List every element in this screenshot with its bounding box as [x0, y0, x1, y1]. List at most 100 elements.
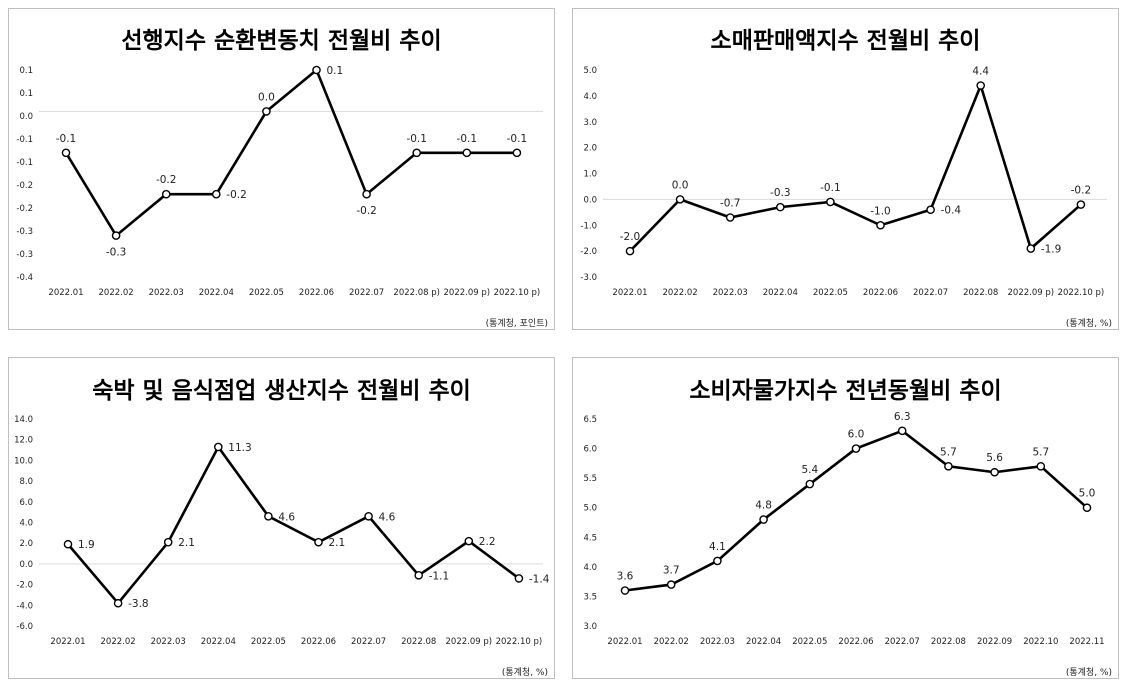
- x-tick-label: 2022.02: [99, 288, 134, 298]
- data-label: 5.7: [1032, 446, 1049, 458]
- data-label: -0.4: [941, 205, 962, 217]
- y-tick-label: -0.4: [16, 273, 33, 283]
- data-point: [314, 537, 323, 547]
- data-label: 3.6: [617, 571, 634, 583]
- y-tick-label: 6.0: [583, 445, 597, 455]
- x-tick-label: 2022.04: [199, 288, 234, 298]
- y-tick-label: 4.0: [19, 519, 33, 529]
- y-tick-label: 3.5: [583, 592, 597, 602]
- x-tick-label: 2022.09: [977, 637, 1012, 647]
- x-tick-label: 2022.11: [1069, 637, 1104, 647]
- data-label: -0.3: [106, 247, 127, 259]
- data-label: 1.9: [78, 539, 95, 551]
- data-label: -0.2: [226, 189, 247, 201]
- data-point: [414, 570, 424, 580]
- x-tick-label: 2022.10 p): [496, 637, 543, 647]
- y-tick-label: -2.0: [16, 581, 33, 591]
- data-point: [61, 148, 71, 158]
- x-tick-label: 2022.07: [351, 637, 386, 647]
- data-point: [620, 586, 630, 595]
- data-label: -3.8: [128, 598, 149, 610]
- data-label: 6.3: [894, 411, 911, 423]
- x-tick-label: 2022.09 p): [444, 288, 491, 298]
- x-tick-label: 2022.07: [885, 637, 920, 647]
- x-tick-label: 2022.03: [700, 637, 735, 647]
- data-label: 2.2: [479, 536, 496, 548]
- x-tick-label: 2022.04: [746, 637, 781, 647]
- x-tick-label: 2022.10 p): [1058, 288, 1105, 298]
- data-label: 5.6: [986, 452, 1003, 464]
- y-tick-label: 0.0: [19, 112, 33, 122]
- data-label: -0.3: [770, 187, 791, 199]
- data-label: 6.0: [848, 429, 865, 441]
- y-tick-label: -4.0: [16, 601, 33, 611]
- x-tick-label: 2022.01: [50, 637, 85, 647]
- y-tick-label: 1.0: [583, 170, 597, 180]
- x-tick-label: 2022.06: [863, 288, 898, 298]
- y-tick-label: 12.0: [14, 436, 33, 446]
- data-label: -0.1: [820, 182, 841, 194]
- y-tick-label: -0.2: [16, 181, 33, 191]
- x-tick-label: 2022.02: [654, 637, 689, 647]
- data-label: 4.6: [379, 511, 396, 523]
- data-point: [851, 444, 861, 453]
- data-point: [725, 213, 735, 222]
- x-tick-label: 2022.10: [1023, 637, 1058, 647]
- data-label: -1.0: [870, 205, 891, 217]
- data-point: [362, 189, 371, 199]
- data-point: [412, 148, 422, 158]
- series-line: [624, 429, 1088, 592]
- x-tick-label: 2022.09 p): [446, 637, 493, 647]
- y-tick-label: 5.0: [583, 504, 597, 514]
- y-tick-label: 6.0: [19, 498, 33, 508]
- chart-panel-leading-index: 선행지수 순환변동치 전월비 추이 0.1 0.1 0.0 -0.1 -0.1 -0.2 -…: [8, 8, 555, 330]
- y-tick-label: 10.0: [14, 456, 33, 466]
- data-label: 5.0: [1079, 488, 1096, 500]
- x-tick-label: 2022.06: [301, 637, 336, 647]
- data-label: -0.1: [457, 133, 478, 145]
- chart-source: (통계청, %): [1065, 319, 1112, 329]
- data-point: [113, 598, 123, 608]
- x-tick-label: 2022.01: [48, 288, 83, 298]
- data-point: [1026, 244, 1036, 253]
- x-tick-label: 2022.08: [963, 288, 998, 298]
- data-label: -0.1: [507, 133, 528, 145]
- data-label: -1.4: [529, 573, 550, 585]
- data-point: [944, 462, 953, 471]
- data-point: [926, 205, 935, 215]
- y-tick-label: 0.0: [19, 560, 33, 570]
- y-tick-label: -6.0: [16, 622, 33, 632]
- chart-source: (통계청, 포인트): [485, 319, 548, 329]
- y-tick-label: 5.5: [583, 474, 597, 484]
- data-point: [876, 220, 885, 230]
- x-tick-label: 2022.02: [663, 288, 698, 298]
- chart-plot: 5.0 4.0 3.0 2.0 1.0 0.0 -1.0 -2.0 -3.0 2022.01 202…: [580, 66, 1107, 298]
- data-label: 5.7: [940, 446, 957, 458]
- chart-title: 숙박 및 음식점업 생산지수 전월비 추이: [92, 378, 471, 404]
- x-tick-label: 2022.03: [713, 288, 748, 298]
- series-line: [67, 444, 520, 606]
- y-tick-label: 6.5: [583, 415, 597, 425]
- x-tick-label: 2022.03: [151, 637, 186, 647]
- x-tick-label: 2022.10 p): [494, 288, 541, 298]
- y-tick-label: 4.5: [583, 533, 597, 543]
- x-tick-label: 2022.05: [251, 637, 286, 647]
- data-point: [312, 65, 321, 75]
- y-tick-label: -0.3: [16, 250, 33, 260]
- data-label: 2.1: [178, 537, 195, 549]
- chart-plot: 0.1 0.1 0.0 -0.1 -0.1 -0.2 -0.2 -0.3 -0.3 -0.4 202…: [16, 65, 543, 298]
- data-point: [262, 107, 271, 116]
- x-tick-label: 2022.09 p): [1008, 288, 1055, 298]
- y-tick-label: 3.0: [583, 622, 597, 632]
- data-label: -0.2: [356, 205, 377, 217]
- x-tick-label: 2022.05: [813, 288, 848, 298]
- data-point: [990, 467, 999, 477]
- x-tick-label: 2022.01: [607, 637, 642, 647]
- data-label: 4.8: [755, 500, 772, 512]
- data-point: [512, 148, 522, 158]
- chart-panel-retail-sales: 소매판매액지수 전월비 추이 5.0 4.0 3.0 2.0 1.0 0.0 -1.0 -2.…: [572, 8, 1119, 330]
- y-tick-label: 0.0: [583, 195, 597, 205]
- x-tick-label: 2022.03: [149, 288, 184, 298]
- data-point: [897, 426, 907, 436]
- y-tick-label: 2.0: [583, 144, 597, 154]
